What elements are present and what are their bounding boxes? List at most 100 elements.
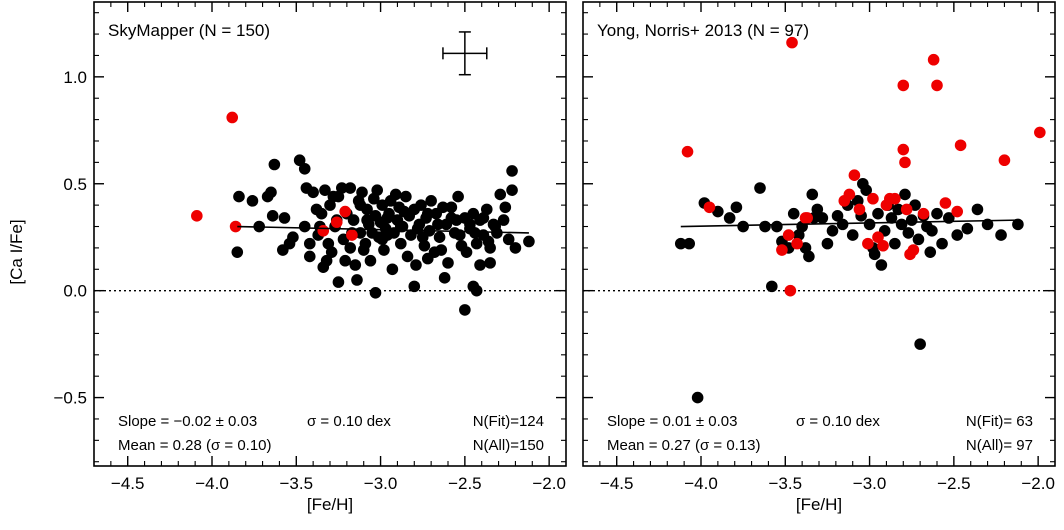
panel-1-x-tick-label: −2.5: [448, 474, 482, 493]
panel-2-point-black: [905, 214, 918, 226]
panel-1-point-black: [386, 263, 399, 276]
panel-2-point-red: [862, 237, 874, 250]
panel-2-point-red: [889, 192, 901, 205]
panel-1-point-black: [246, 195, 259, 207]
panel-2-point-black: [816, 212, 829, 224]
panel-2-point-black: [971, 203, 984, 216]
panel-1-nall-text: N(All)=150: [473, 437, 544, 454]
panel-1-point-black: [278, 212, 291, 224]
panel-2-point-black: [737, 220, 749, 233]
panel-2-point-red: [880, 199, 893, 211]
panel-2-x-tick-label: −2.0: [1021, 474, 1055, 493]
panel-1-point-black: [298, 220, 311, 233]
panel-1-point-black: [435, 244, 448, 256]
panel-1-point-black: [369, 287, 382, 299]
panel-2-point-black: [857, 177, 869, 190]
panel-1-point-black: [450, 214, 463, 226]
panel-1-point-black: [433, 231, 446, 244]
panel-1-point-black: [332, 276, 345, 288]
panel-1-y-tick-label: 0.5: [63, 175, 87, 194]
panel-2-point-red: [998, 154, 1011, 167]
panel-1-title: SkyMapper (N = 150): [108, 21, 270, 40]
panel-1-point-black: [231, 246, 244, 258]
panel-1-point-black: [371, 184, 384, 196]
panel-2-point-black: [754, 182, 766, 194]
panel-1-point-black: [489, 220, 502, 233]
panel-2-point-red: [867, 192, 879, 205]
panel-1-point-black: [268, 158, 281, 171]
panel-2-point-red: [917, 207, 930, 220]
panel-2-point-black: [846, 229, 859, 241]
panel-1-point-black: [357, 244, 370, 256]
panel-1-point-black: [307, 186, 319, 199]
panel-2-point-black: [902, 227, 915, 239]
panel-1-x-tick-label: −2.0: [532, 474, 566, 493]
panel-2-point-black: [1012, 218, 1024, 231]
panel-2-point-black: [806, 188, 819, 201]
panel-2-point-black: [826, 224, 839, 237]
panel-2-point-black: [914, 338, 926, 350]
panel-1-y-tick-label: 0.0: [63, 282, 87, 301]
panel-2-point-black: [730, 201, 743, 214]
panel-1-point-black: [277, 244, 289, 256]
panel-2-point-red: [951, 205, 964, 218]
panel-2-frame: [582, 1, 1056, 467]
panel-2-x-tick-label: −3.5: [769, 474, 803, 493]
panel-1-point-red: [317, 224, 330, 237]
panel-2-point-black: [912, 233, 925, 246]
panel-1-point-black: [421, 252, 434, 265]
panel-1-point-black: [344, 182, 357, 194]
panel-1-point-black: [438, 272, 451, 284]
panel-2-point-black: [759, 220, 771, 233]
panel-1-x-tick-label: −3.0: [364, 474, 398, 493]
panel-1-point-black: [523, 235, 535, 248]
panel-2-x-tick-label: −3.0: [853, 474, 887, 493]
panel-1-point-black: [497, 214, 510, 226]
panel-2-point-red: [899, 156, 911, 169]
panel-1-point-black: [484, 257, 496, 269]
panel-2-point-red: [703, 201, 716, 214]
panel-1-point-black: [432, 218, 444, 231]
panel-1-point-black: [378, 244, 390, 256]
panel-1-point-black: [336, 182, 348, 194]
panel-2-point-red: [897, 143, 910, 156]
panel-1-point-black: [477, 212, 490, 224]
panel-1-point-black: [303, 237, 316, 250]
panel-2-point-black: [787, 207, 800, 220]
panel-1-point-black: [469, 227, 481, 239]
panel-1-mean-text: Mean = 0.28 (σ = 0.10): [118, 437, 272, 454]
panel-1-point-black: [506, 165, 518, 177]
panel-1-point-black: [349, 259, 362, 271]
panel-2-mean-text: Mean = 0.27 (σ = 0.13): [607, 437, 761, 454]
panel-1-point-black: [464, 218, 476, 231]
panel-2-point-red: [843, 188, 856, 201]
panel-2-point-black: [868, 248, 881, 261]
panel-1-point-black: [322, 237, 335, 250]
panel-2-slope-text: Slope = 0.01 ± 0.03: [607, 413, 737, 430]
panel-1-point-black: [421, 207, 434, 220]
panel-1-point-black: [408, 280, 421, 293]
panel-2-point-red: [776, 244, 788, 256]
panel-1-fit-line: [237, 225, 529, 234]
panel-1-point-black: [437, 201, 449, 214]
panel-2-point-red: [786, 36, 798, 49]
panel-2-point-black: [951, 229, 964, 241]
panel-1-point-black: [470, 237, 483, 250]
panel-1-x-tick-label: −3.5: [280, 474, 314, 493]
panel-1-point-black: [416, 231, 429, 244]
panel-1-point-black: [499, 201, 512, 214]
panel-2-x-tick-label: −4.5: [600, 474, 634, 493]
panel-1-point-black: [356, 186, 368, 199]
panel-1-point-black: [415, 199, 427, 211]
panel-1-point-black: [303, 250, 316, 263]
panel-2-point-black: [683, 237, 695, 250]
panel-1-point-red: [339, 205, 351, 218]
panel-1-point-black: [364, 254, 377, 267]
panel-1-point-red: [229, 220, 242, 233]
panel-1-point-black: [266, 210, 279, 222]
panel-2-point-black: [892, 203, 905, 216]
panel-1-point-black: [411, 222, 424, 235]
panel-2-point-red: [900, 203, 913, 216]
panel-2-point-black: [863, 218, 876, 231]
panel-2-point-black: [889, 237, 901, 250]
